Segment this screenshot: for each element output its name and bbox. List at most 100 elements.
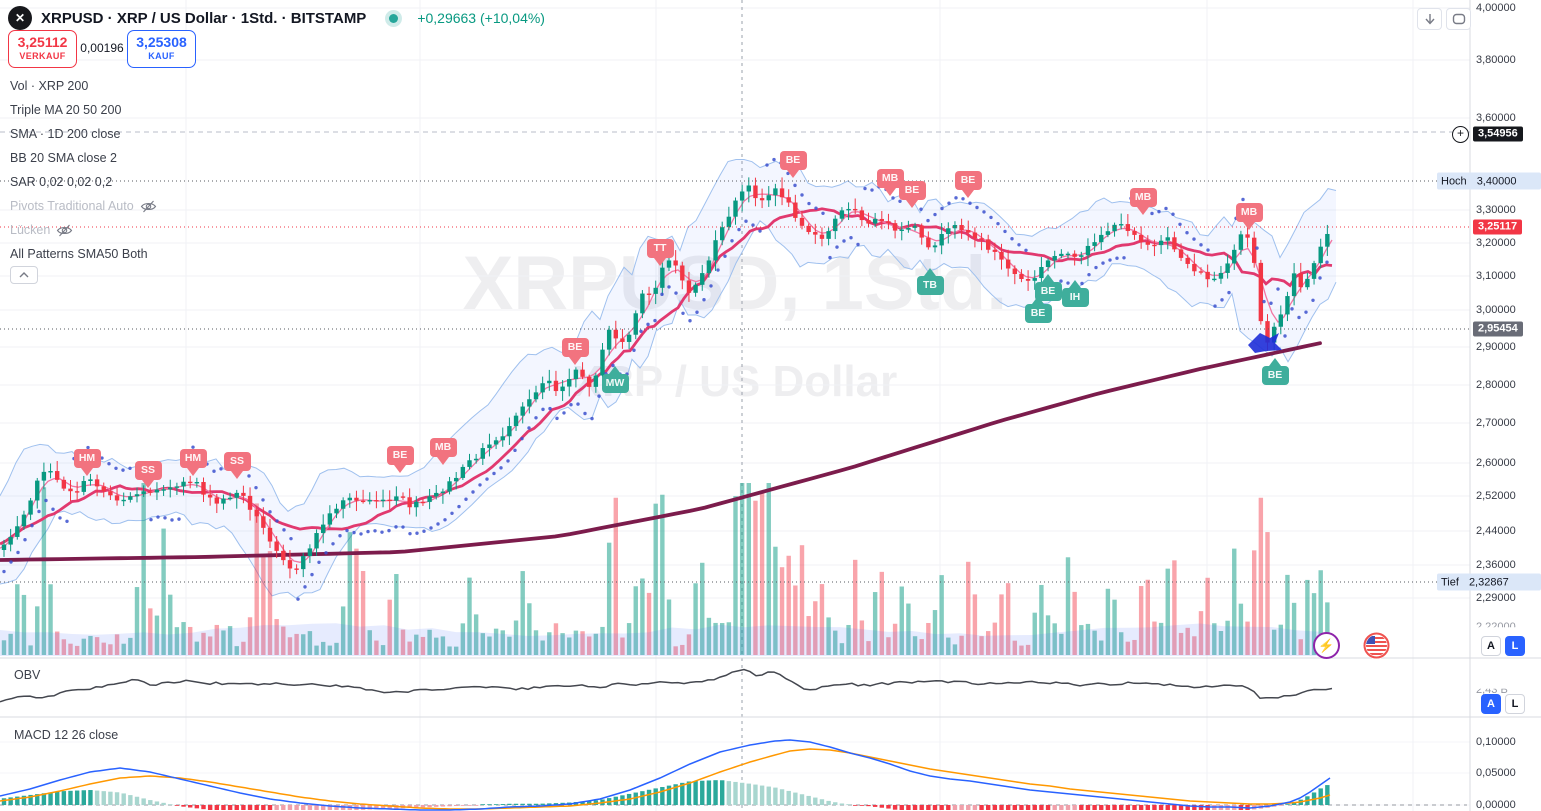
macd-tick: 0,00000 bbox=[1476, 799, 1516, 811]
indicator-row[interactable]: Pivots Traditional Auto bbox=[10, 194, 157, 218]
main-pane bbox=[0, 131, 1470, 656]
low-price-row: Tief 2,32867 bbox=[1437, 573, 1541, 591]
indicator-row[interactable]: SMA · 1D 200 close bbox=[10, 122, 157, 146]
price-tick: 2,29000 bbox=[1476, 592, 1516, 604]
indicator-row[interactable]: Vol · XRP 200 bbox=[10, 74, 157, 98]
fullscreen-icon bbox=[1452, 13, 1465, 25]
last-price-label: 3,25117 bbox=[1473, 219, 1523, 235]
indicator-label: BB 20 SMA close 2 bbox=[10, 151, 118, 165]
indicator-label: Lücken bbox=[10, 223, 51, 237]
tief-prefix: Tief bbox=[1441, 576, 1459, 588]
maximize-pane-button[interactable] bbox=[1446, 8, 1471, 30]
pattern-label-hm[interactable]: HM bbox=[73, 448, 101, 468]
xrp-logo-icon: ✕ bbox=[8, 6, 32, 30]
indicator-row[interactable]: BB 20 SMA close 2 bbox=[10, 146, 157, 170]
sell-label: VERKAUF bbox=[19, 51, 66, 61]
pattern-label-mw[interactable]: MW bbox=[601, 373, 629, 393]
pattern-label-be[interactable]: BE bbox=[898, 180, 926, 200]
indicator-label: SAR 0,02 0,02 0,2 bbox=[10, 175, 113, 189]
clipped-tick: 2,22000 bbox=[1476, 621, 1516, 633]
indicator-label: SMA · 1D 200 close bbox=[10, 127, 121, 141]
hoch-prefix: Hoch bbox=[1441, 175, 1467, 187]
lightning-icon[interactable]: ⚡ bbox=[1313, 632, 1340, 659]
obv-pane bbox=[0, 668, 1333, 703]
price-tick: 3,80000 bbox=[1476, 54, 1516, 66]
price-tick: 3,30000 bbox=[1476, 204, 1516, 216]
chevron-up-icon bbox=[19, 272, 29, 278]
pattern-label-ss[interactable]: SS bbox=[223, 451, 251, 471]
pattern-label-tt[interactable]: TT bbox=[646, 238, 674, 258]
price-tick: 2,36000 bbox=[1476, 559, 1516, 571]
symbol-title[interactable]: XRPUSD · XRP / US Dollar · 1Std. · BITST… bbox=[41, 9, 367, 27]
indicator-row[interactable]: SAR 0,02 0,02 0,2 bbox=[10, 170, 157, 194]
indicator-row[interactable]: Triple MA 20 50 200 bbox=[10, 98, 157, 122]
price-tick: 2,44000 bbox=[1476, 525, 1516, 537]
obv-scale-a-button[interactable]: A bbox=[1481, 694, 1501, 714]
price-scale[interactable]: 4,00000 3,80000 3,60000 3,30000 3,20000 3,100… bbox=[1437, 0, 1541, 811]
sar-dots bbox=[2, 157, 1329, 601]
pattern-label-hm[interactable]: HM bbox=[179, 448, 207, 468]
indicator-row[interactable]: All Patterns SMA50 Both bbox=[10, 242, 157, 266]
drawing-annotation[interactable] bbox=[1248, 333, 1282, 353]
hoch-value: 3,40000 bbox=[1476, 175, 1517, 187]
price-tick: 2,70000 bbox=[1476, 417, 1516, 429]
price-tick: 2,80000 bbox=[1476, 379, 1516, 391]
indicator-label: Vol · XRP 200 bbox=[10, 79, 89, 93]
main-scale-a-button[interactable]: A bbox=[1481, 636, 1501, 656]
high-price-row: Hoch 3,40000 bbox=[1437, 172, 1541, 190]
us-flag-icon[interactable] bbox=[1363, 632, 1390, 659]
obv-pane-label[interactable]: OBV bbox=[14, 668, 41, 682]
pattern-label-be[interactable]: BE bbox=[954, 170, 982, 190]
buy-price: 3,25308 bbox=[136, 34, 187, 50]
indicator-label: Triple MA 20 50 200 bbox=[10, 103, 122, 117]
indicator-label: Pivots Traditional Auto bbox=[10, 199, 134, 213]
macd-main-line bbox=[0, 739, 1331, 811]
obv-partial-value: 2,43 B bbox=[1476, 684, 1508, 696]
buy-button[interactable]: 3,25308 KAUF bbox=[127, 30, 196, 68]
collapse-legend-button[interactable] bbox=[10, 266, 38, 284]
pattern-label-be[interactable]: BE bbox=[1024, 303, 1052, 323]
pattern-label-mb[interactable]: MB bbox=[429, 437, 457, 457]
pattern-label-ih[interactable]: IH bbox=[1061, 287, 1089, 307]
obv-line bbox=[0, 668, 1333, 703]
sell-button[interactable]: 3,25112 VERKAUF bbox=[8, 30, 77, 68]
pattern-label-tb[interactable]: TB bbox=[916, 275, 944, 295]
eye-off-icon[interactable] bbox=[56, 224, 73, 237]
add-alert-plus-icon[interactable]: + bbox=[1452, 126, 1469, 143]
sell-price: 3,25112 bbox=[17, 34, 68, 50]
price-tick: 3,60000 bbox=[1476, 112, 1516, 124]
pattern-label-be[interactable]: BE bbox=[386, 445, 414, 465]
pattern-label-be[interactable]: BE bbox=[561, 337, 589, 357]
sma-value-label: 2,95454 bbox=[1473, 321, 1523, 337]
price-tick: 3,20000 bbox=[1476, 237, 1516, 249]
pattern-label-be[interactable]: BE bbox=[1261, 365, 1289, 385]
sma-1d-200-line bbox=[0, 341, 1322, 562]
macd-pane-label[interactable]: MACD 12 26 close bbox=[14, 728, 119, 742]
indicator-label: All Patterns SMA50 Both bbox=[10, 247, 148, 261]
eye-off-icon[interactable] bbox=[140, 200, 157, 213]
indicator-legend: Vol · XRP 200 Triple MA 20 50 200 SMA · 1D… bbox=[10, 74, 157, 266]
market-status-dot bbox=[389, 13, 399, 23]
pattern-label-mb[interactable]: MB bbox=[1235, 202, 1263, 222]
price-tick: 3,00000 bbox=[1476, 304, 1516, 316]
main-scale-l-button[interactable]: L bbox=[1505, 636, 1525, 656]
macd-tick: 0,10000 bbox=[1476, 736, 1516, 748]
indicator-row[interactable]: Lücken bbox=[10, 218, 157, 242]
pattern-label-be[interactable]: BE bbox=[779, 150, 807, 170]
symbol-header[interactable]: ✕ XRPUSD · XRP / US Dollar · 1Std. · BIT… bbox=[8, 6, 545, 30]
pattern-label-mb[interactable]: MB bbox=[876, 168, 904, 188]
alert-price-label[interactable]: 3,54956 bbox=[1473, 126, 1523, 142]
obv-scale-l-button[interactable]: L bbox=[1505, 694, 1525, 714]
spread-value: 0,00196 bbox=[80, 41, 124, 55]
volume-ma-band bbox=[0, 623, 1336, 656]
price-tick: 2,52000 bbox=[1476, 490, 1516, 502]
move-pane-down-button[interactable] bbox=[1417, 8, 1442, 30]
macd-tick: 0,05000 bbox=[1476, 767, 1516, 779]
pattern-label-ss[interactable]: SS bbox=[134, 460, 162, 480]
pattern-label-mb[interactable]: MB bbox=[1129, 187, 1157, 207]
gridlines bbox=[0, 0, 1470, 811]
volume-bars bbox=[1, 483, 1330, 655]
